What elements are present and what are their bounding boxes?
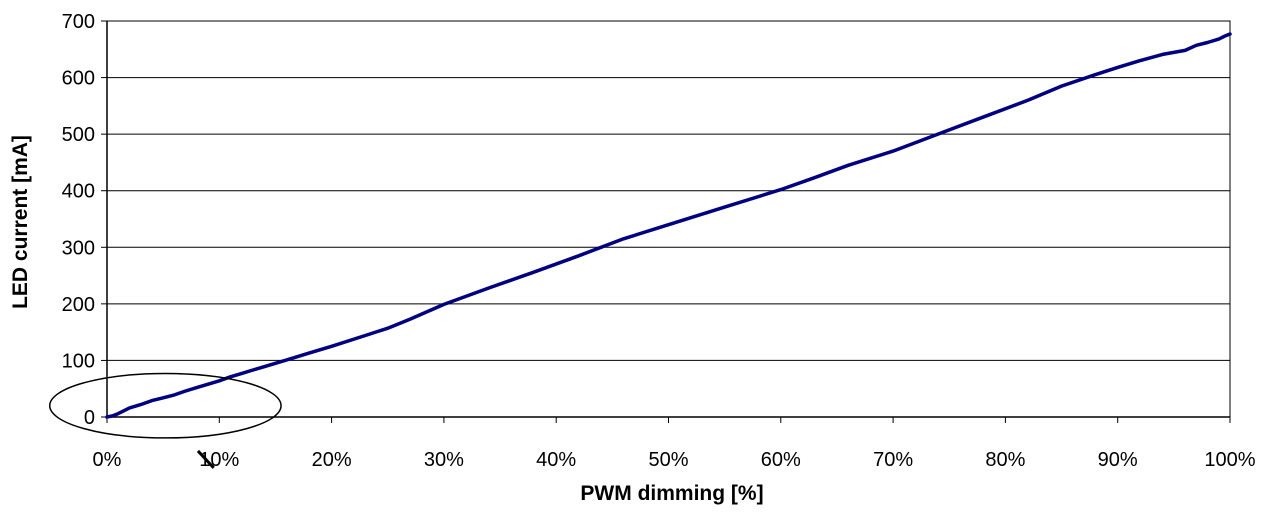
x-axis-title: PWM dimming [%] bbox=[580, 482, 763, 505]
x-tick-label: 60% bbox=[761, 449, 801, 471]
y-tick-label: 700 bbox=[62, 11, 95, 33]
y-tick-label: 400 bbox=[62, 181, 95, 203]
y-axis-title: LED current [mA] bbox=[9, 135, 32, 309]
y-tick-label: 500 bbox=[62, 124, 95, 146]
annotations bbox=[48, 372, 282, 469]
x-tick-label: 30% bbox=[424, 449, 464, 471]
highlight-ellipse bbox=[48, 372, 282, 439]
pointer-line bbox=[196, 449, 215, 469]
y-tick-label: 200 bbox=[62, 294, 95, 316]
y-tick-label: 300 bbox=[62, 237, 95, 259]
y-tick-label: 0 bbox=[84, 407, 95, 429]
axes bbox=[101, 20, 1231, 423]
plot-border bbox=[106, 20, 1231, 418]
x-tick-label: 0% bbox=[93, 449, 122, 471]
x-tick-label: 10% bbox=[199, 449, 239, 471]
y-tick-label: 100 bbox=[62, 350, 95, 372]
series-layer bbox=[105, 32, 1232, 419]
x-tick-label: 90% bbox=[1098, 449, 1138, 471]
x-tick-label: 20% bbox=[312, 449, 352, 471]
x-tick-label: 40% bbox=[536, 449, 576, 471]
x-tick-label: 100% bbox=[1204, 449, 1255, 471]
y-tick-labels: 0 100 200 300 400 500 600 700 bbox=[62, 11, 95, 429]
x-tick-label: 80% bbox=[985, 449, 1025, 471]
x-tick-label: 50% bbox=[648, 449, 688, 471]
series-line-0 bbox=[105, 32, 1232, 419]
x-tick-label: 70% bbox=[873, 449, 913, 471]
grid-lines bbox=[107, 20, 1230, 361]
y-tick-label: 600 bbox=[62, 68, 95, 90]
x-tick-labels: 0% 10% 20% 30% 40% 50% 60% 70% 80% 90% 100% bbox=[93, 449, 1256, 471]
